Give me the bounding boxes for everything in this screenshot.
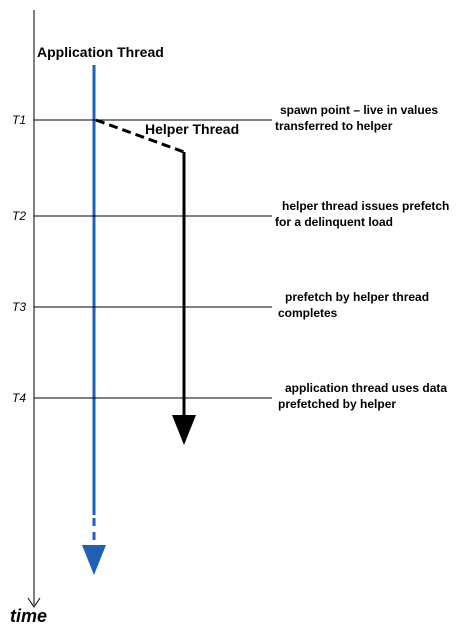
event-desc: transferred to helper — [275, 119, 393, 133]
event-desc: application thread uses data — [285, 381, 447, 395]
event-desc: prefetched by helper — [278, 397, 396, 411]
event-label: T1 — [12, 113, 26, 127]
event-desc: completes — [278, 306, 338, 320]
event-label: T3 — [12, 300, 26, 314]
helper-thread-label: Helper Thread — [145, 121, 239, 137]
time-arrow — [27, 597, 41, 608]
event-desc: prefetch by helper thread — [285, 290, 429, 304]
spawn-line — [95, 118, 185, 154]
event-label: T4 — [12, 391, 26, 405]
event-label: T2 — [12, 209, 26, 223]
time-label: time — [10, 606, 47, 626]
app-thread-label: Application Thread — [37, 44, 164, 60]
event-desc: helper thread issues prefetch — [282, 199, 449, 213]
event-desc: spawn point – live in values — [280, 103, 438, 117]
event-desc: for a delinquent load — [275, 215, 393, 229]
